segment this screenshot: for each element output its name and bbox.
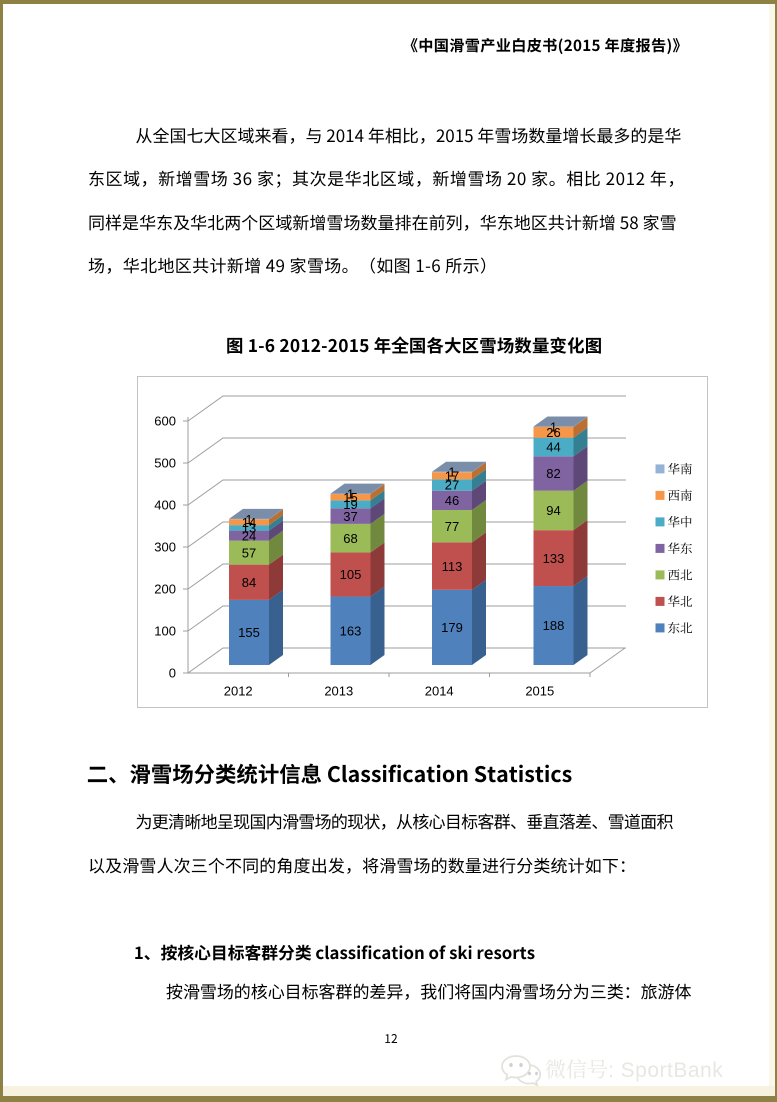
svg-text:400: 400 <box>154 498 176 513</box>
svg-text:27: 27 <box>445 478 459 493</box>
svg-text:179: 179 <box>441 620 463 635</box>
svg-text:2014: 2014 <box>425 684 454 699</box>
svg-text:82: 82 <box>546 466 560 481</box>
svg-text:500: 500 <box>154 456 176 471</box>
svg-text:163: 163 <box>340 624 362 639</box>
svg-text:西南: 西南 <box>668 486 693 504</box>
svg-text:17: 17 <box>445 469 459 484</box>
svg-text:0: 0 <box>169 666 176 681</box>
svg-text:200: 200 <box>154 582 176 597</box>
svg-text:西北: 西北 <box>668 566 694 584</box>
svg-text:105: 105 <box>340 567 362 582</box>
svg-text:1: 1 <box>448 465 455 480</box>
svg-text:188: 188 <box>543 618 565 633</box>
svg-text:57: 57 <box>242 545 256 560</box>
svg-text:1: 1 <box>550 419 557 434</box>
svg-text:84: 84 <box>242 575 256 590</box>
svg-text:华北: 华北 <box>668 592 694 610</box>
svg-text:1: 1 <box>245 512 252 527</box>
svg-text:14: 14 <box>242 515 256 530</box>
svg-text:15: 15 <box>343 490 357 505</box>
svg-text:13: 13 <box>242 521 256 536</box>
svg-text:44: 44 <box>546 440 560 455</box>
svg-text:37: 37 <box>343 509 357 524</box>
svg-text:113: 113 <box>442 559 463 574</box>
svg-text:2015: 2015 <box>525 684 554 699</box>
svg-text:2013: 2013 <box>324 684 353 699</box>
svg-text:19: 19 <box>343 497 357 512</box>
svg-text:77: 77 <box>445 519 459 534</box>
svg-text:94: 94 <box>546 503 560 518</box>
svg-text:华中: 华中 <box>668 513 693 531</box>
svg-text:68: 68 <box>343 531 357 546</box>
svg-text:26: 26 <box>546 425 560 440</box>
svg-text:600: 600 <box>154 414 176 429</box>
svg-text:华南: 华南 <box>668 460 693 478</box>
svg-text:46: 46 <box>445 493 459 508</box>
svg-text:133: 133 <box>543 551 565 566</box>
svg-text:东北: 东北 <box>668 619 694 637</box>
svg-text:1: 1 <box>347 487 354 502</box>
svg-text:华东: 华东 <box>668 539 694 557</box>
svg-text:2012: 2012 <box>224 684 253 699</box>
svg-text:300: 300 <box>154 540 176 555</box>
svg-text:155: 155 <box>238 625 260 640</box>
svg-text:24: 24 <box>242 528 256 543</box>
svg-text:100: 100 <box>154 624 176 639</box>
